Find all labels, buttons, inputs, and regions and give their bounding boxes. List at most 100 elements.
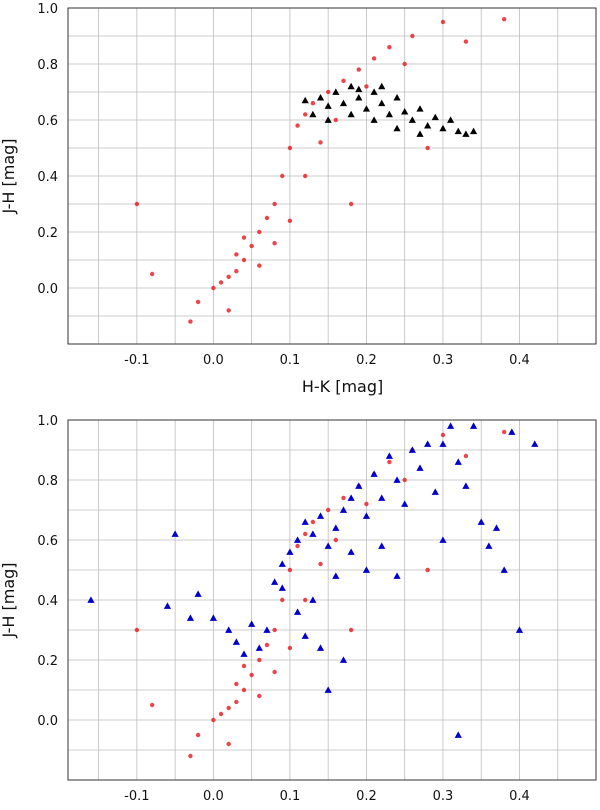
y-axis-label: J-H [mag]: [0, 562, 18, 638]
data-point-dot: [287, 645, 293, 651]
data-point-triangle: [408, 446, 416, 453]
data-point-dot: [211, 717, 216, 723]
data-point-triangle: [431, 113, 439, 121]
plot-frame: [67, 7, 597, 345]
data-point-dot: [303, 531, 308, 537]
data-point-triangle: [355, 482, 363, 489]
data-point-triangle: [393, 94, 401, 101]
plot-frame: [67, 419, 597, 781]
series-field-stars: [134, 429, 507, 759]
data-point-dot: [226, 274, 231, 279]
data-point-triangle: [271, 578, 279, 585]
series-field-stars: [134, 17, 507, 324]
data-point-triangle: [355, 85, 363, 93]
data-point-triangle: [347, 548, 355, 555]
y-tick-label: 0.0: [37, 714, 58, 729]
data-point-triangle: [278, 560, 286, 567]
data-point-triangle: [324, 102, 332, 109]
data-point-dot: [195, 299, 201, 305]
data-point-dot: [188, 319, 193, 324]
data-point-triangle: [309, 110, 317, 118]
data-point-triangle: [316, 94, 325, 101]
data-point-triangle: [362, 105, 371, 112]
data-point-dot: [272, 627, 277, 633]
data-point-triangle: [424, 440, 432, 447]
data-point-dot: [241, 235, 247, 240]
x-tick-label: 0.0: [203, 353, 224, 368]
x-tick-label: 0.1: [280, 789, 301, 804]
data-point-dot: [241, 663, 247, 669]
data-point-dot: [501, 17, 507, 22]
y-tick-label: 0.2: [37, 654, 58, 669]
data-point-dot: [241, 687, 247, 693]
data-point-triangle: [378, 82, 386, 90]
data-point-triangle: [393, 124, 401, 132]
data-point-dot: [387, 45, 392, 50]
data-point-triangle: [324, 542, 332, 549]
data-point-triangle: [355, 94, 363, 101]
data-point-dot: [295, 543, 300, 549]
data-point-triangle: [462, 130, 470, 137]
data-point-triangle: [370, 470, 378, 477]
data-point-dot: [226, 308, 231, 313]
data-point-dot: [149, 271, 155, 277]
chart-panel-1: -0.1 0.0 0.1 0.2 0.3 0.4 0.0 0.2 0.4 0.6 0.8 1.0 H-K…: [0, 2, 597, 396]
data-point-triangle: [385, 452, 393, 459]
data-point-triangle: [332, 524, 340, 531]
data-point-triangle: [316, 512, 325, 519]
data-point-dot: [364, 501, 369, 507]
data-point-dot: [234, 269, 239, 274]
data-point-dot: [272, 201, 277, 207]
data-point-dot: [310, 519, 316, 525]
data-point-triangle: [454, 127, 462, 135]
data-point-dot: [272, 669, 277, 675]
data-point-dot: [341, 495, 346, 501]
data-point-dot: [249, 243, 254, 249]
data-point-triangle: [439, 536, 447, 543]
data-point-triangle: [462, 482, 470, 489]
data-point-triangle: [232, 638, 240, 645]
x-tick-label: 0.1: [280, 353, 301, 368]
data-point-triangle: [339, 656, 348, 663]
data-point-triangle: [324, 686, 332, 693]
x-tick-label: 0.3: [433, 789, 454, 804]
x-tick-label: 0.2: [356, 353, 377, 368]
data-point-dot: [211, 285, 216, 291]
data-point-triangle: [316, 644, 325, 651]
data-point-dot: [241, 257, 247, 263]
series-sample: [87, 422, 539, 738]
data-point-dot: [463, 453, 469, 459]
data-point-dot: [348, 201, 354, 207]
data-point-dot: [249, 672, 254, 678]
y-tick-label: 1.0: [37, 2, 58, 17]
data-point-dot: [310, 101, 316, 106]
series-sample: [301, 82, 478, 137]
data-point-triangle: [385, 110, 393, 118]
data-point-triangle: [347, 494, 355, 501]
data-point-triangle: [424, 122, 432, 129]
data-point-triangle: [286, 548, 294, 555]
data-point-triangle: [332, 88, 340, 95]
data-point-triangle: [378, 99, 386, 107]
data-point-triangle: [87, 596, 95, 603]
data-point-triangle: [225, 626, 233, 633]
data-point-triangle: [500, 566, 508, 573]
data-point-triangle: [339, 506, 348, 513]
data-point-triangle: [171, 530, 179, 537]
data-point-dot: [348, 627, 354, 633]
data-point-triangle: [469, 422, 478, 429]
data-point-triangle: [209, 614, 217, 621]
data-point-triangle: [439, 440, 447, 447]
x-tick-label: 0.4: [509, 789, 530, 804]
data-point-dot: [463, 39, 469, 44]
x-tick-label: -0.1: [124, 353, 149, 368]
data-point-dot: [257, 657, 262, 663]
data-point-triangle: [393, 476, 401, 483]
data-point-triangle: [248, 620, 256, 627]
data-point-triangle: [293, 608, 302, 615]
data-point-dot: [303, 112, 308, 117]
data-point-triangle: [263, 626, 271, 633]
data-point-dot: [149, 702, 155, 708]
data-point-triangle: [431, 488, 439, 495]
